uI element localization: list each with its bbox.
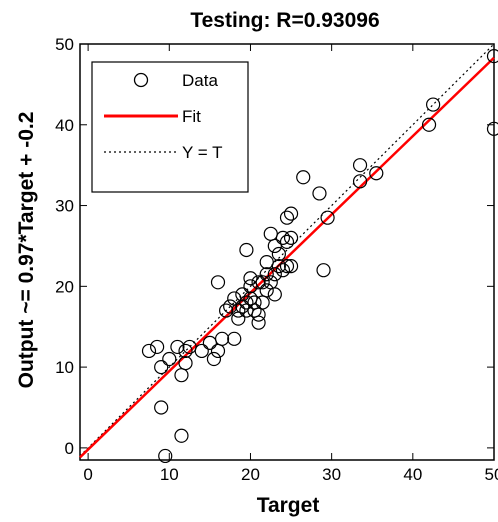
axis-ticks: 0 10 20 30 40 50 0 10 20 30 40 50: [55, 35, 498, 484]
data-point: [239, 242, 254, 258]
y-tick-label: 50: [55, 35, 74, 54]
data-point: [174, 428, 189, 443]
data-point: [283, 230, 299, 245]
x-tick-label: 10: [160, 465, 179, 484]
data-point: [369, 166, 384, 181]
data-point: [312, 186, 327, 201]
data-point: [352, 158, 368, 173]
data-point: [170, 339, 185, 355]
data-point: [206, 351, 222, 367]
data-point: [194, 343, 209, 359]
x-tick-label: 0: [83, 465, 92, 484]
data-point: [320, 210, 335, 225]
legend-label-y-equals-t: Y = T: [182, 143, 222, 162]
data-point: [259, 283, 274, 298]
data-point: [150, 339, 165, 355]
data-point: [283, 259, 299, 274]
y-tick-label: 40: [55, 116, 74, 135]
data-point: [227, 331, 242, 346]
data-points: [141, 49, 498, 464]
data-point: [231, 303, 246, 318]
legend-label-fit: Fit: [182, 107, 201, 126]
fit-line: [79, 56, 495, 459]
data-point: [178, 355, 193, 371]
y-equals-t-line: [79, 43, 495, 457]
data-point: [259, 267, 274, 282]
data-point: [279, 234, 295, 250]
data-point: [352, 174, 368, 189]
data-point: [219, 303, 234, 318]
data-point: [426, 97, 441, 112]
y-tick-label: 30: [55, 197, 74, 216]
data-point: [214, 331, 230, 346]
data-point: [235, 287, 250, 302]
data-point: [296, 170, 311, 185]
x-tick-label: 20: [241, 465, 260, 484]
data-point: [251, 315, 266, 330]
data-point: [251, 275, 266, 290]
x-tick-label: 30: [322, 465, 341, 484]
y-axis-label: Output ~= 0.97*Target + -0.2: [15, 112, 38, 389]
data-point: [210, 275, 226, 290]
data-point: [158, 448, 173, 464]
x-tick-label: 40: [403, 465, 422, 484]
legend-box: [91, 61, 249, 193]
data-point: [267, 267, 282, 282]
data-point: [141, 343, 157, 359]
data-point: [267, 287, 282, 302]
data-point: [279, 210, 295, 225]
data-point: [255, 275, 270, 290]
data-point: [316, 263, 331, 278]
x-tick-label: 50: [485, 465, 498, 484]
y-tick-label: 0: [65, 439, 74, 458]
data-point: [271, 259, 286, 274]
chart-title: Testing: R=0.93096: [190, 9, 379, 32]
data-point: [223, 299, 238, 314]
data-point: [154, 360, 169, 375]
data-point: [275, 263, 291, 278]
data-point: [239, 295, 254, 310]
data-point: [486, 49, 498, 64]
y-tick-label: 20: [55, 277, 74, 296]
data-point: [162, 351, 177, 367]
legend-label-data: Data: [182, 71, 218, 90]
y-tick-label: 10: [55, 358, 74, 377]
data-point: [154, 400, 169, 415]
data-point: [279, 259, 295, 274]
x-axis-label: Target: [257, 494, 320, 517]
data-point: [283, 206, 299, 221]
legend: Data Fit Y = T: [91, 61, 249, 193]
data-point: [486, 121, 498, 136]
legend-data-marker: [133, 72, 149, 88]
data-point: [421, 117, 437, 132]
data-point: [271, 246, 286, 262]
data-point: [275, 230, 291, 245]
data-point: [178, 343, 193, 359]
chart-lines: [79, 43, 495, 459]
